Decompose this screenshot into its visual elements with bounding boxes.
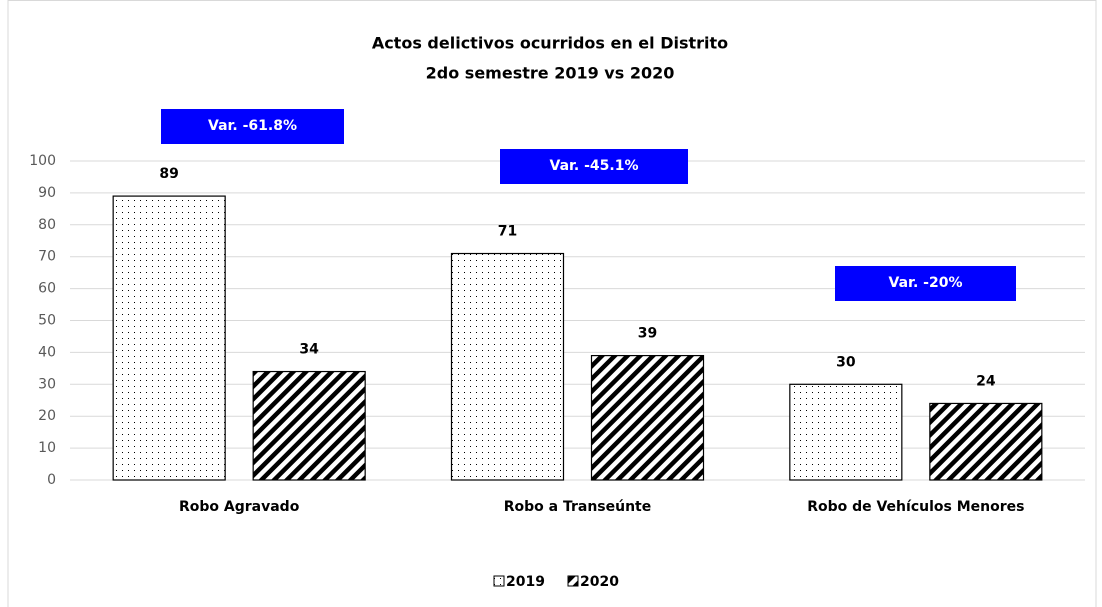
y-tick-label: 60: [38, 281, 56, 297]
annotation: Var. -61.8%: [208, 118, 297, 134]
chart-title: Actos delictivos ocurridos en el Distrit…: [372, 34, 728, 53]
y-tick-label: 20: [38, 408, 56, 424]
y-tick-label: 10: [38, 440, 56, 456]
data-label: 39: [638, 326, 657, 342]
y-tick-label: 100: [29, 153, 56, 169]
data-label: 24: [976, 373, 996, 389]
bar: [252, 370, 366, 481]
x-tick-label: Robo a Transeúnte: [504, 499, 652, 515]
bar: [929, 402, 1043, 481]
bar: [590, 354, 705, 481]
chart-subtitle: 2do semestre 2019 vs 2020: [426, 64, 675, 83]
x-tick-label: Robo de Vehículos Menores: [807, 499, 1024, 515]
bar: [112, 195, 226, 481]
data-label: 89: [159, 166, 178, 182]
annotation-box: [500, 149, 688, 184]
annotation: Var. -20%: [889, 275, 963, 291]
y-tick-label: 30: [38, 376, 56, 392]
y-tick-label: 50: [38, 313, 56, 329]
legend-label: 2019: [506, 574, 545, 590]
annotation-box: [835, 266, 1016, 301]
data-label: 34: [299, 342, 319, 358]
data-label: 30: [836, 354, 856, 370]
annotation-box: [161, 109, 344, 144]
y-tick-label: 80: [38, 217, 56, 233]
y-tick-label: 70: [38, 249, 56, 265]
annotation: Var. -45.1%: [550, 158, 639, 174]
legend-swatch: [567, 575, 579, 587]
bar: [450, 252, 565, 481]
y-tick-label: 90: [38, 185, 56, 201]
legend-label: 2020: [580, 574, 619, 590]
y-tick-label: 40: [38, 344, 56, 360]
x-tick-label: Robo Agravado: [179, 499, 300, 515]
data-label: 71: [498, 224, 517, 240]
legend-swatch: [493, 575, 505, 587]
y-tick-label: 0: [47, 472, 56, 488]
bar: [789, 383, 903, 481]
